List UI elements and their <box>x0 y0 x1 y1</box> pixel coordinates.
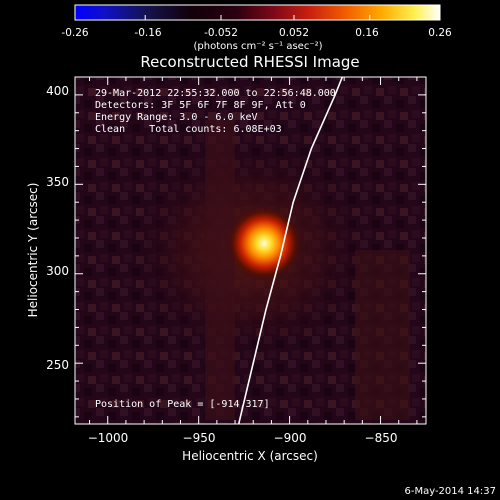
info-time-range: 29-Mar-2012 22:55:32.000 to 22:56:48.000 <box>95 88 336 99</box>
x-tick-label-3: −850 <box>365 431 398 445</box>
y-tick-label-2: 350 <box>46 175 69 189</box>
plot-frame <box>74 76 427 425</box>
x-tick-label-0: −1000 <box>88 431 129 445</box>
y-tick-label-0: 250 <box>46 358 69 372</box>
y-tick-label-3: 400 <box>46 84 69 98</box>
streak-emission-left <box>205 120 235 420</box>
x-tick-label-1: −950 <box>183 431 216 445</box>
colorbar-tick-label-2: -0.052 <box>204 27 238 39</box>
colorbar-unit-label: (photons cm⁻² s⁻¹ asec⁻²) <box>193 41 322 52</box>
info-energy-range: Energy Range: 3.0 - 6.0 keV <box>95 112 258 123</box>
colorbar-tick-label-3: 0.052 <box>279 27 309 39</box>
solar-limb-line <box>237 77 344 424</box>
colorbar: -0.26 -0.16 -0.052 0.052 0.16 0.26 (phot… <box>61 4 452 52</box>
y-axis-label: Heliocentric Y (arcsec) <box>26 183 40 318</box>
x-tick-label-2: −900 <box>274 431 307 445</box>
colorbar-tick-label-4: 0.16 <box>355 27 379 39</box>
colorbar-gradient <box>74 4 441 21</box>
image-plot <box>75 77 426 424</box>
y-tick-label-1: 300 <box>46 264 69 278</box>
x-axis-label: Heliocentric X (arcsec) <box>182 449 318 463</box>
colorbar-tick-label-0: -0.26 <box>61 27 88 39</box>
info-algorithm-counts: Clean Total counts: 6.08E+03 <box>95 124 282 135</box>
flare-source <box>226 205 303 282</box>
colorbar-tick-label-1: -0.16 <box>134 27 161 39</box>
peak-position-label: Position of Peak = [-914,317] <box>95 399 270 410</box>
colorbar-tick-label-5: 0.26 <box>428 27 452 39</box>
timestamp: 6-May-2014 14:37 <box>404 486 496 497</box>
colorbar-ticks <box>74 15 441 20</box>
plot-title: Reconstructed RHESSI Image <box>140 53 359 71</box>
streak-emission-right <box>355 250 410 420</box>
info-detectors: Detectors: 3F 5F 6F 7F 8F 9F, Att 0 <box>95 100 306 111</box>
info-block: 29-Mar-2012 22:55:32.000 to 22:56:48.000… <box>95 88 336 135</box>
axis-ticks <box>75 76 426 424</box>
